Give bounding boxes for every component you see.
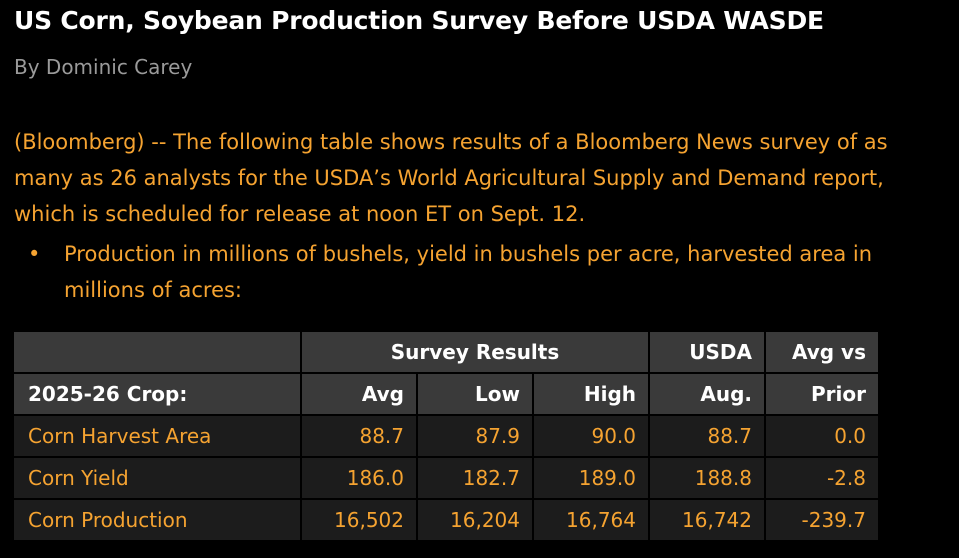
high-cell: 16,764	[534, 500, 648, 540]
units-note: • Production in millions of bushels, yie…	[28, 236, 928, 308]
units-note-text: Production in millions of bushels, yield…	[64, 242, 873, 302]
crop-name-cell: Corn Harvest Area	[14, 416, 300, 456]
header-empty-cell	[14, 332, 300, 372]
column-header-low: Low	[418, 374, 532, 414]
usda-aug-cell: 16,742	[650, 500, 764, 540]
low-cell: 182.7	[418, 458, 532, 498]
article-headline: US Corn, Soybean Production Survey Befor…	[14, 6, 824, 35]
low-cell: 16,204	[418, 500, 532, 540]
column-header-crop: 2025-26 Crop:	[14, 374, 300, 414]
column-header-avg: Avg	[302, 374, 416, 414]
avg-cell: 186.0	[302, 458, 416, 498]
usda-aug-cell: 88.7	[650, 416, 764, 456]
table-row: Corn Harvest Area 88.7 87.9 90.0 88.7 0.…	[14, 416, 878, 456]
crop-name-cell: Corn Production	[14, 500, 300, 540]
group-header-row: Survey Results USDA Avg vs	[14, 332, 878, 372]
avg-vs-prior-cell: -2.8	[766, 458, 878, 498]
high-cell: 90.0	[534, 416, 648, 456]
avg-vs-prior-cell: -239.7	[766, 500, 878, 540]
usda-aug-cell: 188.8	[650, 458, 764, 498]
column-header-prior: Prior	[766, 374, 878, 414]
crop-name-cell: Corn Yield	[14, 458, 300, 498]
bullet-marker: •	[28, 242, 41, 266]
column-header-high: High	[534, 374, 648, 414]
column-header-row: 2025-26 Crop: Avg Low High Aug. Prior	[14, 374, 878, 414]
survey-table: Survey Results USDA Avg vs 2025-26 Crop:…	[12, 330, 880, 542]
table-row: Corn Production 16,502 16,204 16,764 16,…	[14, 500, 878, 540]
header-avg-vs: Avg vs	[766, 332, 878, 372]
header-survey-results: Survey Results	[302, 332, 648, 372]
avg-vs-prior-cell: 0.0	[766, 416, 878, 456]
column-header-aug: Aug.	[650, 374, 764, 414]
avg-cell: 16,502	[302, 500, 416, 540]
table-row: Corn Yield 186.0 182.7 189.0 188.8 -2.8	[14, 458, 878, 498]
avg-cell: 88.7	[302, 416, 416, 456]
low-cell: 87.9	[418, 416, 532, 456]
high-cell: 189.0	[534, 458, 648, 498]
author-byline: By Dominic Carey	[14, 55, 193, 79]
header-usda: USDA	[650, 332, 764, 372]
article-intro: (Bloomberg) -- The following table shows…	[14, 130, 888, 226]
